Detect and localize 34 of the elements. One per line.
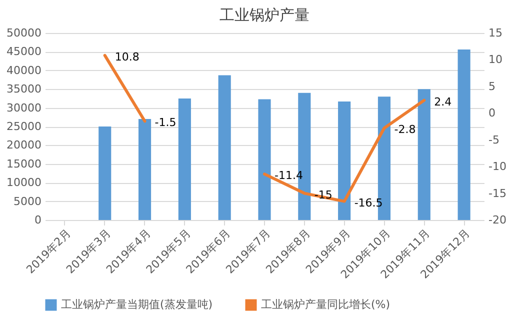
bar xyxy=(258,99,271,220)
y-tick-label: 15000 xyxy=(6,157,42,170)
data-label: 10.8 xyxy=(114,50,140,64)
y-tick-label: 30000 xyxy=(6,101,42,114)
data-label: 2.4 xyxy=(434,95,452,108)
y-tick-label: 0 xyxy=(34,214,42,226)
bar xyxy=(138,119,152,220)
y2-tick-label: 5 xyxy=(488,80,496,93)
y-tick-label: 40000 xyxy=(6,64,42,77)
bar xyxy=(458,49,470,220)
y2-tick-label: -15 xyxy=(488,186,506,200)
bar xyxy=(418,89,430,220)
data-label: -1.5 xyxy=(154,116,176,130)
y-tick-label: 10000 xyxy=(6,176,42,190)
y2-tick-label: -5 xyxy=(488,133,500,146)
y-tick-label: 25000 xyxy=(6,120,42,133)
y-tick-label: 35000 xyxy=(6,82,42,96)
y-tick-label: 20000 xyxy=(6,138,42,152)
y2-tick-label: -10 xyxy=(488,160,506,174)
y2-tick-label: 15 xyxy=(488,26,502,40)
bar xyxy=(218,75,231,220)
legend-label: 工业锅炉产量当期值(蒸发量吨) xyxy=(61,298,213,311)
y-tick-label: 50000 xyxy=(6,26,42,40)
bar xyxy=(338,101,351,220)
bar xyxy=(98,126,112,220)
y2-tick-label: 0 xyxy=(488,106,496,120)
y2-tick-label: 10 xyxy=(488,53,502,66)
y-tick-label: 45000 xyxy=(6,45,42,58)
chart-title: 工业锅炉产量 xyxy=(220,6,310,24)
bar xyxy=(178,98,191,220)
y-tick-label: 5000 xyxy=(14,194,42,208)
data-label: -2.8 xyxy=(394,123,416,136)
legend-label: 工业锅炉产量同比增长(%) xyxy=(261,298,390,311)
y2-tick-label: -20 xyxy=(488,214,506,226)
